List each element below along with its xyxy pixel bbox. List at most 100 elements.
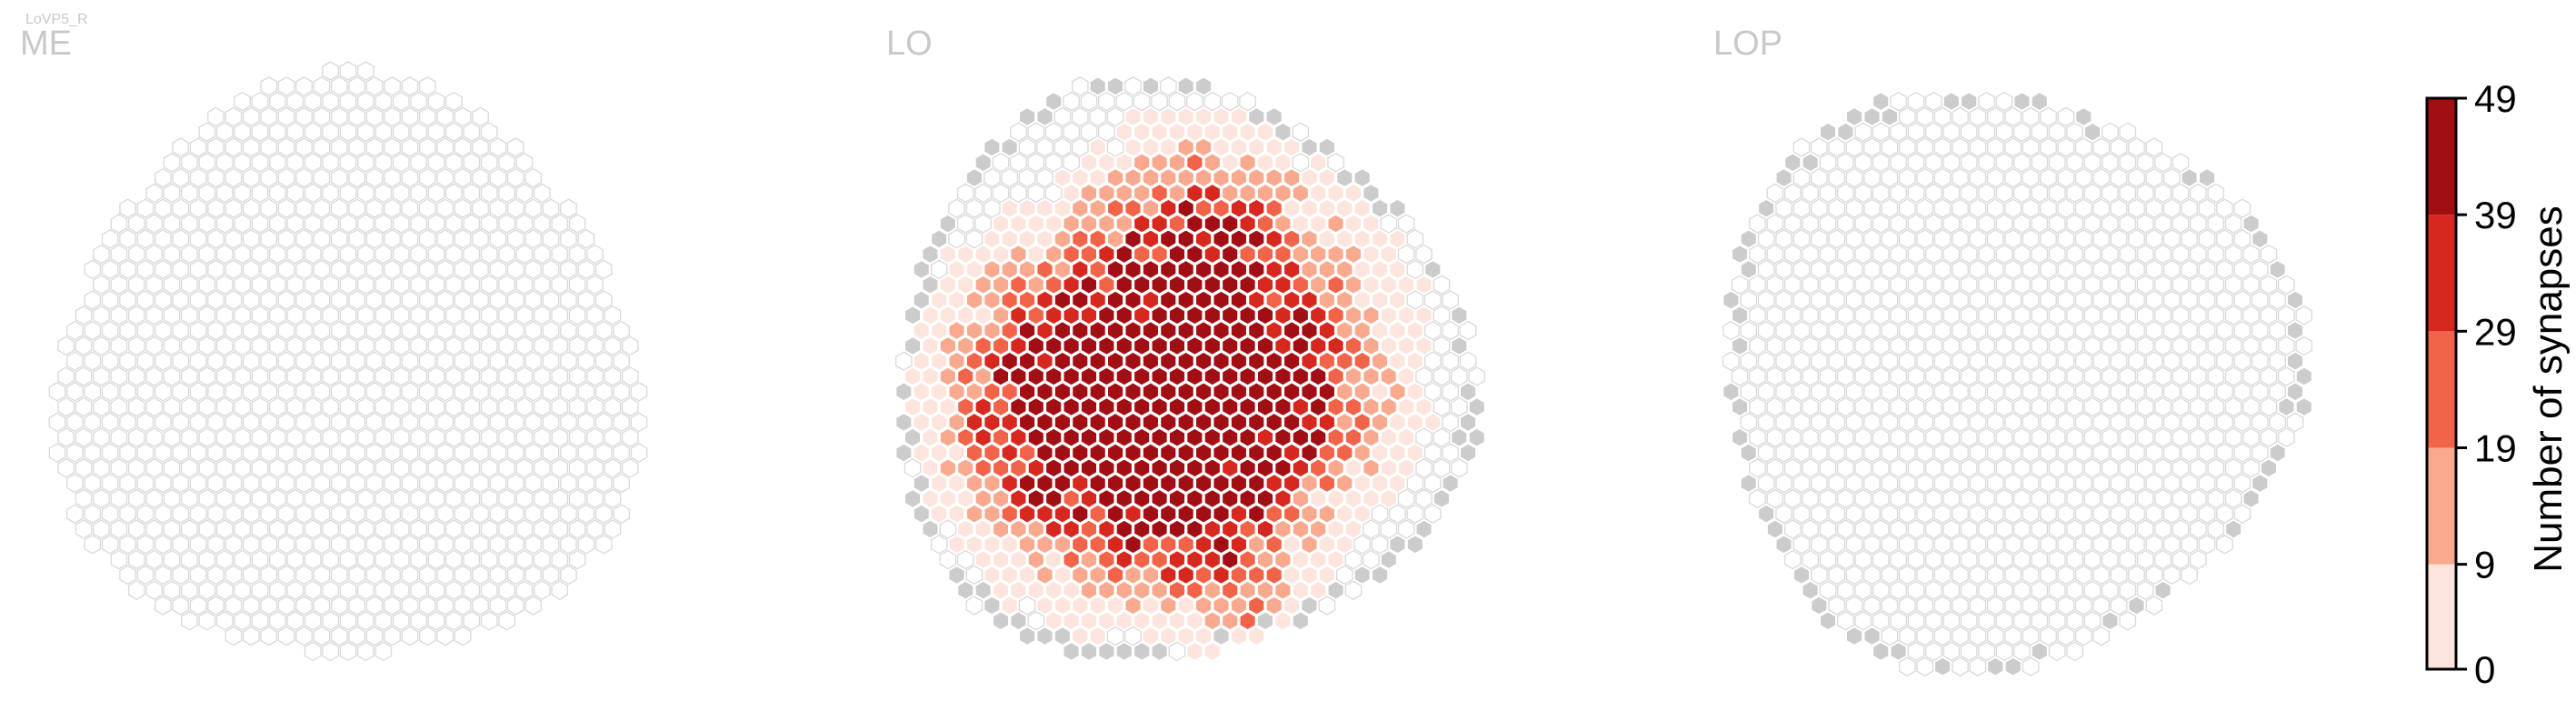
me-hex-cell — [365, 473, 384, 494]
lo-hex-cell — [1089, 473, 1107, 494]
lo-hex-cell — [1256, 335, 1274, 356]
lo-hex-cell — [1292, 153, 1310, 173]
me-hex-cell — [189, 535, 207, 555]
lo-hex-cell — [1203, 549, 1222, 570]
lop-hex-cell — [1854, 153, 1872, 173]
lo-hex-cell — [1036, 290, 1053, 310]
lop-hex-cell — [1757, 290, 1775, 310]
me-hex-cell — [506, 290, 524, 310]
lop-hex-cell — [1995, 580, 2013, 600]
me-hex-cell — [542, 259, 560, 280]
me-hex-cell — [586, 458, 604, 478]
lo-hex-cell — [1159, 137, 1177, 157]
lo-hex-cell — [1027, 335, 1045, 356]
lo-hex-cell — [1363, 458, 1380, 478]
me-hex-cell — [577, 351, 595, 371]
lo-hex-cell — [1080, 366, 1098, 386]
lop-hex-cell — [1916, 565, 1934, 586]
me-hex-cell — [277, 167, 295, 188]
me-hex-cell — [181, 396, 198, 417]
lo-hex-cell — [1080, 611, 1098, 631]
lo-hex-cell — [1044, 153, 1063, 173]
me-hex-cell — [613, 473, 630, 494]
me-hex-cell — [189, 229, 207, 249]
lop-hex-cell — [2057, 565, 2075, 586]
lo-hex-cell — [1265, 290, 1283, 310]
lo-hex-cell — [948, 504, 965, 524]
lo-hex-cell — [983, 259, 1001, 280]
colorbar-frame — [2425, 96, 2458, 671]
me-hex-cell — [207, 443, 225, 463]
me-hex-cell — [401, 76, 419, 96]
lop-hex-cell — [2066, 641, 2083, 662]
lop-hex-cell — [2172, 396, 2190, 417]
me-hex-cell — [392, 275, 410, 295]
lop-hex-cell — [2128, 535, 2145, 555]
lop-hex-cell — [2172, 305, 2190, 325]
me-hex-cell — [357, 335, 374, 356]
me-hex-cell — [145, 519, 163, 539]
me-hex-cell — [339, 275, 357, 295]
lop-hex-cell — [2074, 473, 2092, 494]
me-hex-cell — [454, 565, 472, 586]
lop-hex-cell — [1757, 412, 1775, 433]
lop-hex-cell — [1792, 137, 1811, 157]
lop-hex-cell — [2066, 214, 2083, 234]
lo-hex-cell — [1274, 580, 1292, 600]
me-hex-cell — [365, 167, 384, 188]
lop-hex-cell — [1907, 580, 1925, 600]
lop-hex-cell — [1766, 214, 1784, 234]
lo-hex-cell — [1036, 106, 1053, 127]
lop-hex-cell — [2154, 244, 2172, 265]
lo-hex-cell — [1239, 366, 1256, 386]
lo-hex-cell — [1124, 198, 1142, 218]
lo-hex-cell — [1151, 214, 1168, 234]
lo-hex-cell — [1247, 412, 1265, 433]
me-hex-cell — [339, 61, 357, 81]
me-hex-cell — [384, 596, 401, 616]
me-hex-cell — [163, 366, 181, 386]
me-hex-cell — [489, 351, 507, 371]
me-hex-cell — [145, 183, 163, 204]
lo-hex-cell — [1406, 535, 1424, 555]
me-hex-cell — [251, 519, 269, 539]
lop-hex-cell — [2286, 351, 2304, 371]
me-hex-cell — [269, 91, 286, 112]
lo-hex-cell — [1027, 153, 1045, 173]
lop-hex-cell — [2207, 305, 2225, 325]
lo-hex-cell — [1283, 259, 1301, 280]
lo-hex-cell — [1159, 412, 1177, 433]
lop-hex-cell — [2162, 382, 2181, 402]
lop-hex-cell — [2074, 565, 2092, 586]
me-hex-cell — [322, 305, 339, 325]
lop-hex-cell — [1960, 458, 1978, 478]
lo-hex-cell — [1044, 611, 1063, 631]
me-hex-cell — [365, 626, 384, 646]
me-hex-cell — [410, 305, 427, 325]
me-hex-cell — [155, 382, 172, 402]
me-hex-cell — [84, 351, 102, 371]
me-hex-cell — [101, 259, 119, 280]
lo-hex-cell — [1151, 153, 1168, 173]
me-hex-cell — [524, 565, 542, 586]
lo-hex-cell — [1177, 626, 1195, 646]
lop-hex-cell — [1881, 412, 1899, 433]
lop-hex-cell — [1819, 153, 1837, 173]
lo-hex-cell — [1036, 565, 1053, 586]
lop-hex-cell — [2216, 229, 2233, 249]
me-hex-cell — [630, 382, 648, 402]
lop-hex-cell — [1933, 229, 1952, 249]
lop-hex-cell — [1933, 137, 1952, 157]
lop-hex-cell — [1731, 335, 1749, 356]
lop-hex-cell — [2216, 290, 2233, 310]
lo-hex-cell — [1433, 396, 1451, 417]
lo-hex-cell — [1063, 458, 1080, 478]
me-hex-cell — [506, 167, 524, 188]
lo-hex-cell — [1318, 290, 1336, 310]
me-hex-cell — [119, 229, 136, 249]
me-hex-cell — [463, 183, 481, 204]
lo-hex-cell — [956, 214, 974, 234]
me-hex-cell — [534, 366, 551, 386]
lop-hex-cell — [1890, 153, 1907, 173]
lo-hex-cell — [974, 427, 992, 447]
